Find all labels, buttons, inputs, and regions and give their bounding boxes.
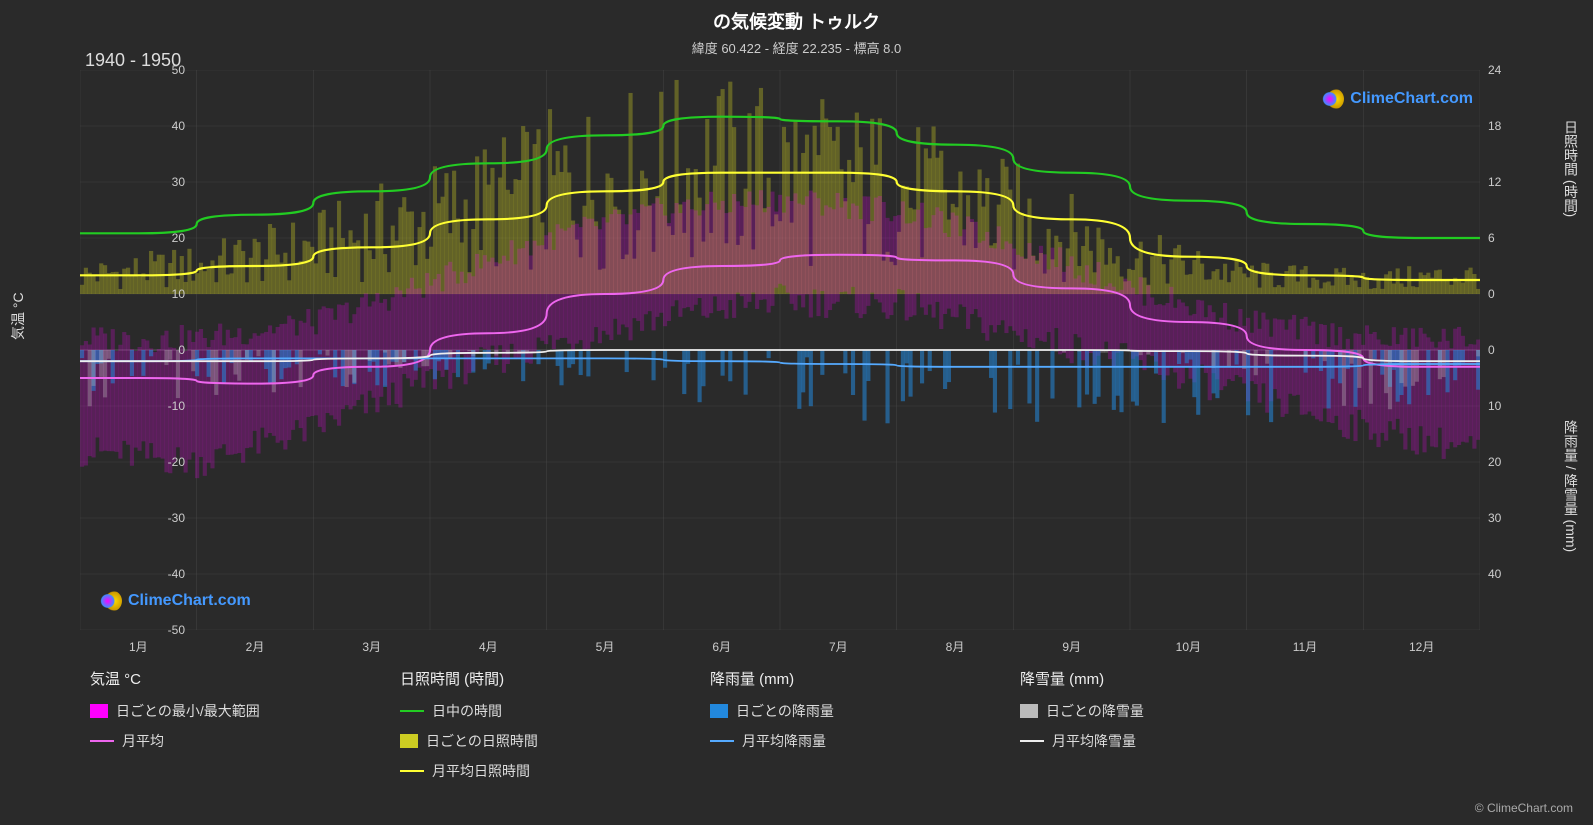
y-right-tick: 12 (1488, 175, 1528, 189)
y-right-tick: 20 (1488, 455, 1528, 469)
swatch-snow-daily (1020, 704, 1038, 718)
legend-rain-daily: 日ごとの降雨量 (710, 701, 960, 721)
x-tick: 3月 (352, 638, 392, 655)
y-right-tick: 24 (1488, 63, 1528, 77)
legend-daylight-label: 日中の時間 (432, 701, 502, 721)
y-axis-right-bot-label: 降雨量 / 降雪量 (mm) (1561, 420, 1581, 552)
y-left-tick: -40 (145, 567, 185, 581)
y-left-tick: 20 (145, 231, 185, 245)
chart-title: の気候変動 トゥルク (0, 0, 1593, 34)
swatch-temp-avg (90, 740, 114, 742)
y-right-tick: 40 (1488, 567, 1528, 581)
legend-sun-daily: 日ごとの日照時間 (400, 731, 650, 751)
brand-logo-top: ClimeChart.com (1322, 88, 1473, 110)
legend-rain-daily-label: 日ごとの降雨量 (736, 701, 834, 721)
y-left-tick: -30 (145, 511, 185, 525)
legend-rain-header: 降雨量 (mm) (710, 668, 960, 689)
legend-snow-avg: 月平均降雪量 (1020, 731, 1270, 751)
x-tick: 4月 (468, 638, 508, 655)
swatch-sun-daily (400, 734, 418, 748)
brand-text: ClimeChart.com (1350, 90, 1473, 108)
legend-rain: 降雨量 (mm) 日ごとの降雨量 月平均降雨量 (710, 668, 960, 781)
legend-temp-header: 気温 °C (90, 668, 340, 689)
legend: 気温 °C 日ごとの最小/最大範囲 月平均 日照時間 (時間) 日中の時間 日ご… (90, 668, 1490, 781)
legend-snow-avg-label: 月平均降雪量 (1052, 731, 1136, 751)
legend-snow-header: 降雪量 (mm) (1020, 668, 1270, 689)
swatch-sun-avg (400, 770, 424, 772)
x-tick: 11月 (1285, 638, 1325, 655)
y-right-tick: 0 (1488, 343, 1528, 357)
x-tick: 1月 (118, 638, 158, 655)
swatch-snow-avg (1020, 740, 1044, 742)
y-right-tick: 6 (1488, 231, 1528, 245)
y-left-tick: -50 (145, 623, 185, 637)
y-left-tick: 30 (145, 175, 185, 189)
x-tick: 9月 (1052, 638, 1092, 655)
legend-snow-daily-label: 日ごとの降雪量 (1046, 701, 1144, 721)
x-tick: 6月 (702, 638, 742, 655)
y-right-tick: 0 (1488, 287, 1528, 301)
x-tick: 7月 (818, 638, 858, 655)
legend-sun-daily-label: 日ごとの日照時間 (426, 731, 538, 751)
legend-sun-avg-label: 月平均日照時間 (432, 761, 530, 781)
y-left-tick: 10 (145, 287, 185, 301)
legend-temp-avg-label: 月平均 (122, 731, 164, 751)
logo-icon (100, 590, 122, 612)
y-left-tick: -10 (145, 399, 185, 413)
logo-icon (1322, 88, 1344, 110)
y-axis-left-label: 気温 °C (8, 292, 28, 340)
legend-sun: 日照時間 (時間) 日中の時間 日ごとの日照時間 月平均日照時間 (400, 668, 650, 781)
legend-temp-range-label: 日ごとの最小/最大範囲 (116, 701, 260, 721)
legend-rain-avg-label: 月平均降雨量 (742, 731, 826, 751)
y-left-tick: -20 (145, 455, 185, 469)
legend-snow: 降雪量 (mm) 日ごとの降雪量 月平均降雪量 (1020, 668, 1270, 781)
y-right-tick: 30 (1488, 511, 1528, 525)
legend-temp-avg: 月平均 (90, 731, 340, 751)
swatch-rain-daily (710, 704, 728, 718)
x-tick: 8月 (935, 638, 975, 655)
legend-temp-range: 日ごとの最小/最大範囲 (90, 701, 340, 721)
x-tick: 2月 (235, 638, 275, 655)
y-left-tick: 0 (145, 343, 185, 357)
legend-sun-header: 日照時間 (時間) (400, 668, 650, 689)
brand-text: ClimeChart.com (128, 592, 251, 610)
legend-snow-daily: 日ごとの降雪量 (1020, 701, 1270, 721)
x-tick: 12月 (1402, 638, 1442, 655)
x-tick: 10月 (1168, 638, 1208, 655)
chart-plot (80, 70, 1480, 630)
attribution: © ClimeChart.com (1475, 801, 1573, 815)
y-right-tick: 18 (1488, 119, 1528, 133)
legend-sun-avg: 月平均日照時間 (400, 761, 650, 781)
legend-temp: 気温 °C 日ごとの最小/最大範囲 月平均 (90, 668, 340, 781)
swatch-rain-avg (710, 740, 734, 742)
chart-subtitle: 緯度 60.422 - 経度 22.235 - 標高 8.0 (0, 34, 1593, 57)
legend-daylight: 日中の時間 (400, 701, 650, 721)
y-left-tick: 50 (145, 63, 185, 77)
x-tick: 5月 (585, 638, 625, 655)
y-axis-right-top-label: 日照時間 (時間) (1561, 120, 1581, 217)
swatch-daylight (400, 710, 424, 712)
brand-logo-bottom: ClimeChart.com (100, 590, 251, 612)
y-left-tick: 40 (145, 119, 185, 133)
swatch-temp-range (90, 704, 108, 718)
legend-rain-avg: 月平均降雨量 (710, 731, 960, 751)
y-right-tick: 10 (1488, 399, 1528, 413)
